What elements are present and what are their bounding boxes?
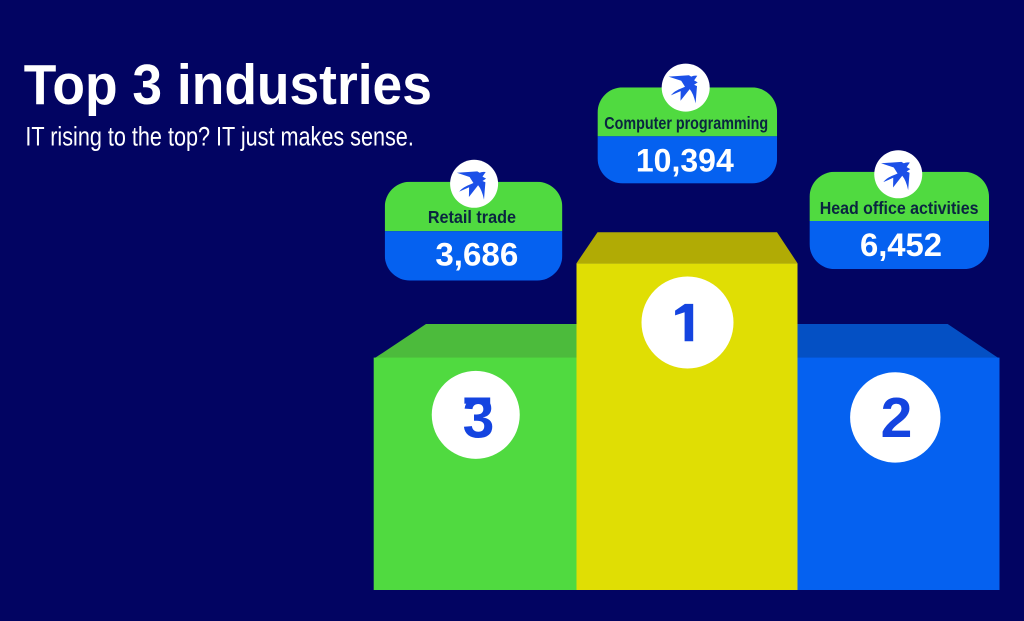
svg-text:3,686: 3,686	[435, 236, 518, 273]
svg-text:6,452: 6,452	[860, 226, 942, 263]
svg-text:2: 2	[881, 386, 913, 450]
svg-text:Top 3 industries: Top 3 industries	[24, 53, 432, 117]
svg-text:3: 3	[463, 386, 495, 450]
svg-text:Computer programming: Computer programming	[604, 114, 768, 134]
svg-text:IT rising to the top? IT just: IT rising to the top? IT just makes sens…	[25, 123, 413, 153]
svg-text:10,394: 10,394	[636, 142, 734, 178]
svg-text:Head office activities: Head office activities	[820, 198, 979, 218]
svg-text:Retail trade: Retail trade	[428, 207, 516, 227]
